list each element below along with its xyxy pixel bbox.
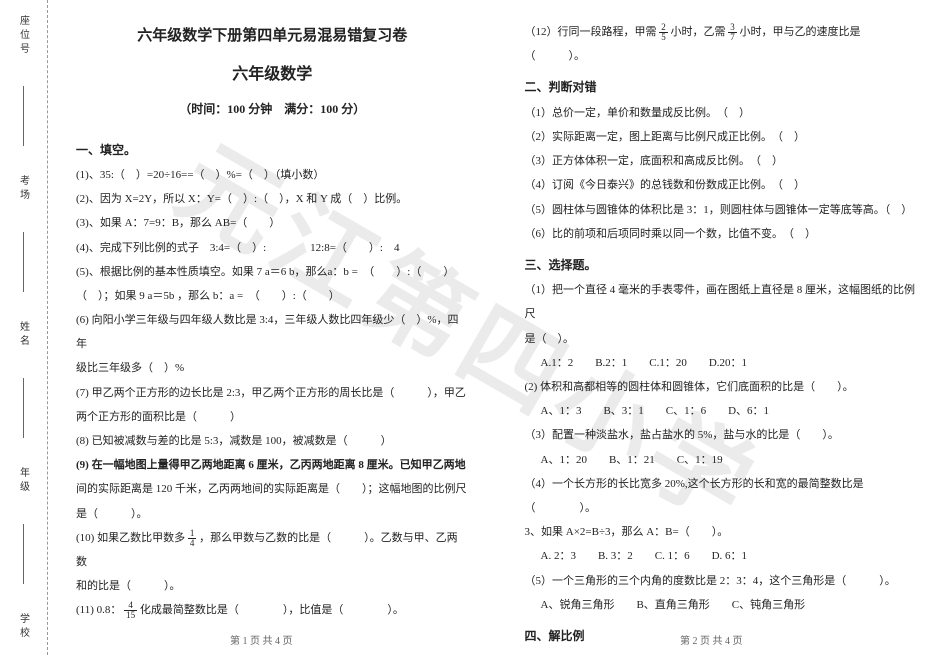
j4: （4）订阅《今日泰兴》的总钱数和份数成正比例。 （ ） [525, 173, 918, 197]
q10-pre: (10) 如果乙数比甲数多 [76, 532, 185, 544]
right-page: （12）行同一段路程，甲需 25 小时，乙需 37 小时，甲与乙的速度比是（ ）… [497, 0, 945, 655]
q10b: 和的比是（ ）。 [76, 574, 469, 598]
frac-den: 7 [728, 33, 737, 42]
q9-bold: (9) 在一幅地图上量得甲乙两地距离 6 厘米，乙丙两地距离 8 厘米。已知甲乙… [76, 459, 466, 471]
title-sub: 六年级数学 [76, 57, 469, 92]
title-main: 六年级数学下册第四单元易混易错复习卷 [76, 20, 469, 53]
x6-opts: A、锐角三角形 B、直角三角形 C、钝角三角形 [525, 593, 918, 617]
page-container: 座位号 考场 姓名 年级 学校 六年级数学下册第四单元易混易错复习卷 六年级数学… [0, 0, 945, 655]
q7: (7) 甲乙两个正方形的边长比是 2:3，甲乙两个正方形的周长比是（ ），甲乙 [76, 381, 469, 405]
q11-post: 化成最简整数比是（ ），比值是（ ）。 [140, 604, 404, 616]
q5b: （ ）；如果 9 a＝5b ，那么 b：a = （ ）:（ ） [76, 284, 469, 308]
section-2-head: 二、判断对错 [525, 74, 918, 100]
q7b: 两个正方形的面积比是（ ） [76, 405, 469, 429]
q12: （12）行同一段路程，甲需 25 小时，乙需 37 小时，甲与乙的速度比是（ ）… [525, 20, 918, 68]
x3: （3）配置一种淡盐水，盐占盐水的 5%，盐与水的比是（ ）。 [525, 423, 918, 447]
frac-den: 4 [188, 539, 197, 548]
q10-frac: 14 [188, 529, 197, 548]
sidebar-divider [23, 232, 24, 292]
x2-opts: A、1：3 B、3：1 C、1：6 D、6：1 [525, 399, 918, 423]
j6: （6）比的前项和后项同时乘以同一个数，比值不变。 （ ） [525, 222, 918, 246]
x4: （4）一个长方形的长比宽多 20%,这个长方形的长和宽的最简整数比是（ ）。 [525, 472, 918, 520]
sidebar-label-grade: 年级 [16, 467, 31, 495]
frac-den: 15 [124, 611, 137, 620]
j2: （2）实际距离一定，图上距离与比例尺成正比例。 （ ） [525, 125, 918, 149]
sidebar-divider [23, 378, 24, 438]
x1: （1）把一个直径 4 毫米的手表零件，画在图纸上直径是 8 厘米，这幅图纸的比例… [525, 278, 918, 326]
q12-f1: 25 [659, 23, 668, 42]
x1-opts: A.1：2 B.2：1 C.1：20 D.20：1 [525, 351, 918, 375]
sidebar-label-school: 学校 [16, 613, 31, 641]
sidebar-label-room: 考场 [16, 175, 31, 203]
q12-f2: 37 [728, 23, 737, 42]
q1: (1)、35:（ ）=20÷16==（ ）%=（ ）（填小数） [76, 163, 469, 187]
q6b: 级比三年级多（ ）% [76, 356, 469, 380]
binding-sidebar: 座位号 考场 姓名 年级 学校 [0, 0, 48, 655]
left-page: 六年级数学下册第四单元易混易错复习卷 六年级数学 （时间：100 分钟 满分：1… [48, 0, 497, 655]
q11-frac: 415 [124, 601, 137, 620]
x5-opts: A. 2：3 B. 3：2 C. 1：6 D. 6：1 [525, 544, 918, 568]
q2: (2)、因为 X=2Y，所以 X：Y=（ ）:（ ），X 和 Y 成（ ）比例。 [76, 187, 469, 211]
x5: 3、如果 A×2=B÷3，那么 A：B=（ ）。 [525, 520, 918, 544]
section-1-head: 一、填空。 [76, 137, 469, 163]
section-3-head: 三、选择题。 [525, 252, 918, 278]
q12-pre: （12）行同一段路程，甲需 [525, 26, 657, 38]
x2: (2) 体积和高都相等的圆柱体和圆锥体，它们底面积的比是（ ）。 [525, 375, 918, 399]
q10: (10) 如果乙数比甲数多 14 ，那么甲数与乙数的比是（ ）。乙数与甲、乙两数 [76, 526, 469, 574]
x3-opts: A、1：20 B、1：21 C、1：19 [525, 448, 918, 472]
section-4-head: 四、解比例 [525, 623, 918, 649]
sidebar-divider [23, 524, 24, 584]
q9c: 是（ ）。 [76, 502, 469, 526]
sidebar-divider [23, 86, 24, 146]
j3: （3）正方体体积一定，底面积和高成反比例。 （ ） [525, 149, 918, 173]
q9b: 间的实际距离是 120 千米，乙丙两地间的实际距离是（ ）；这幅地图的比例尺 [76, 477, 469, 501]
sidebar-inner: 座位号 考场 姓名 年级 学校 [8, 0, 38, 655]
q5: (5)、根据比例的基本性质填空。如果 7 a＝6 b，那么a：b = （ ）:（… [76, 260, 469, 284]
q12-mid: 小时，乙需 [671, 26, 726, 38]
sidebar-label-name: 姓名 [16, 321, 31, 349]
q6: (6) 向阳小学三年级与四年级人数比是 3:4，三年级人数比四年级少（ ）%，四… [76, 308, 469, 356]
q11-pre: (11) 0.8： [76, 604, 121, 616]
sidebar-label-seat: 座位号 [16, 15, 31, 57]
frac-den: 5 [659, 33, 668, 42]
x1b: 是（ ）。 [525, 327, 918, 351]
q11: (11) 0.8： 415 化成最简整数比是（ ），比值是（ ）。 [76, 598, 469, 622]
j5: （5）圆柱体与圆锥体的体积比是 3：1，则圆柱体与圆锥体一定等底等高。（ ） [525, 198, 918, 222]
title-info: （时间：100 分钟 满分：100 分） [76, 96, 469, 122]
q9a: (9) 在一幅地图上量得甲乙两地距离 6 厘米，乙丙两地距离 8 厘米。已知甲乙… [76, 453, 469, 477]
q8: (8) 已知被减数与差的比是 5:3，减数是 100，被减数是（ ） [76, 429, 469, 453]
j1: （1）总价一定，单价和数量成反比例。 （ ） [525, 101, 918, 125]
q3: (3)、如果 A：7=9：B，那么 AB=（ ） [76, 211, 469, 235]
q4: (4)、完成下列比例的式子 3:4=（ ）: 12:8=（ ）: 4 [76, 236, 469, 260]
x6: （5）一个三角形的三个内角的度数比是 2：3：4，这个三角形是（ ）。 [525, 569, 918, 593]
